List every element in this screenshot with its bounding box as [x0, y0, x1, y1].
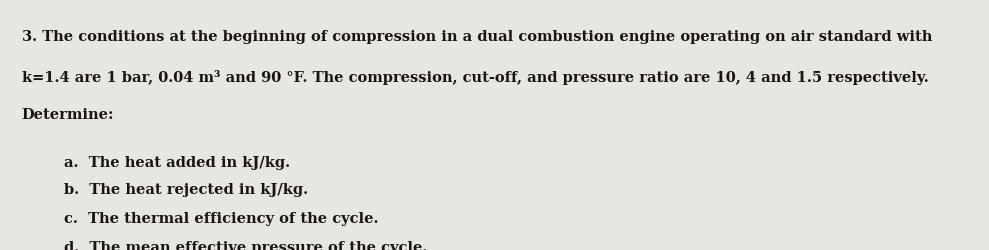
- Text: k=1.4 are 1 bar, 0.04 m³ and 90 °F. The compression, cut-off, and pressure ratio: k=1.4 are 1 bar, 0.04 m³ and 90 °F. The …: [22, 70, 929, 85]
- Text: Determine:: Determine:: [22, 108, 115, 122]
- Text: a.  The heat added in kJ/kg.: a. The heat added in kJ/kg.: [64, 155, 291, 169]
- Text: b.  The heat rejected in kJ/kg.: b. The heat rejected in kJ/kg.: [64, 182, 309, 196]
- Text: 3. The conditions at the beginning of compression in a dual combustion engine op: 3. The conditions at the beginning of co…: [22, 30, 933, 44]
- Text: c.  The thermal efficiency of the cycle.: c. The thermal efficiency of the cycle.: [64, 211, 379, 225]
- Text: d.  The mean effective pressure of the cycle.: d. The mean effective pressure of the cy…: [64, 240, 427, 250]
